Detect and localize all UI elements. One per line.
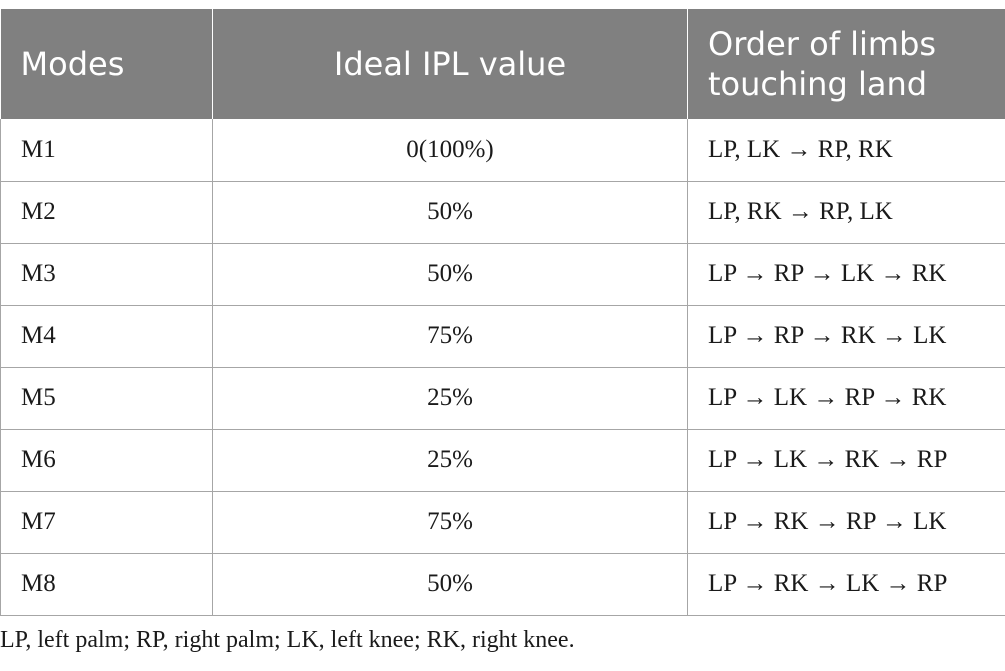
header-ideal-ipl-value: Ideal IPL value bbox=[212, 9, 688, 119]
mode-cell: M4 bbox=[0, 305, 213, 368]
mode-cell: M6 bbox=[0, 429, 213, 492]
ipl-cell: 75% bbox=[212, 305, 688, 368]
ipl-cell: 50% bbox=[212, 243, 688, 306]
mode-cell: M2 bbox=[0, 181, 213, 244]
ipl-cell: 50% bbox=[212, 181, 688, 244]
ipl-cell: 50% bbox=[212, 553, 688, 616]
header-modes: Modes bbox=[0, 9, 213, 119]
header-row: Modes Ideal IPL value Order of limbs tou… bbox=[0, 9, 1005, 119]
order-cell: LP → RP → RK → LK bbox=[687, 305, 1005, 368]
limb-order-table: Modes Ideal IPL value Order of limbs tou… bbox=[0, 9, 1005, 616]
ipl-cell: 25% bbox=[212, 367, 688, 430]
order-cell: LP → LK → RK → RP bbox=[687, 429, 1005, 492]
order-cell: LP, RK → RP, LK bbox=[687, 181, 1005, 244]
table-body: M1 0(100%) LP, LK → RP, RK M2 50% LP, RK… bbox=[0, 119, 1005, 616]
order-cell: LP → RP → LK → RK bbox=[687, 243, 1005, 306]
order-cell: LP → LK → RP → RK bbox=[687, 367, 1005, 430]
ipl-cell: 25% bbox=[212, 429, 688, 492]
table-row: M2 50% LP, RK → RP, LK bbox=[0, 181, 1005, 244]
mode-cell: M7 bbox=[0, 491, 213, 554]
limb-order-table-container: Modes Ideal IPL value Order of limbs tou… bbox=[0, 9, 1005, 616]
table-row: M8 50% LP → RK → LK → RP bbox=[0, 553, 1005, 616]
table-row: M7 75% LP → RK → RP → LK bbox=[0, 491, 1005, 554]
table-row: M1 0(100%) LP, LK → RP, RK bbox=[0, 119, 1005, 182]
order-cell: LP, LK → RP, RK bbox=[687, 119, 1005, 182]
table-header: Modes Ideal IPL value Order of limbs tou… bbox=[0, 9, 1005, 119]
mode-cell: M5 bbox=[0, 367, 213, 430]
mode-cell: M8 bbox=[0, 553, 213, 616]
mode-cell: M1 bbox=[0, 119, 213, 182]
ipl-cell: 0(100%) bbox=[212, 119, 688, 182]
table-footnote: LP, left palm; RP, right palm; LK, left … bbox=[0, 627, 575, 653]
table-row: M3 50% LP → RP → LK → RK bbox=[0, 243, 1005, 306]
order-cell: LP → RK → LK → RP bbox=[687, 553, 1005, 616]
table-row: M4 75% LP → RP → RK → LK bbox=[0, 305, 1005, 368]
header-order-of-limbs: Order of limbs touching land bbox=[687, 9, 1005, 119]
ipl-cell: 75% bbox=[212, 491, 688, 554]
table-row: M5 25% LP → LK → RP → RK bbox=[0, 367, 1005, 430]
order-cell: LP → RK → RP → LK bbox=[687, 491, 1005, 554]
table-row: M6 25% LP → LK → RK → RP bbox=[0, 429, 1005, 492]
mode-cell: M3 bbox=[0, 243, 213, 306]
